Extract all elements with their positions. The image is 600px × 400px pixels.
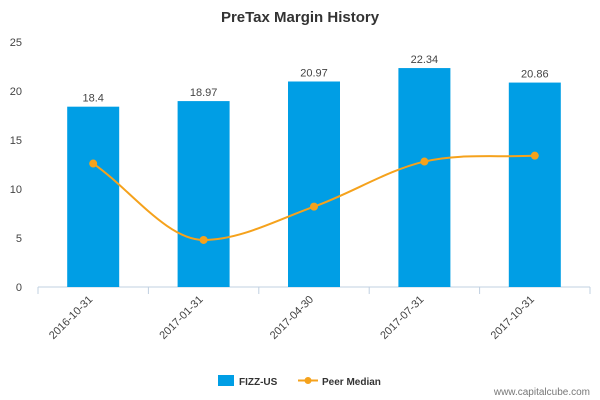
x-tick-label: 2016-10-31 bbox=[47, 294, 95, 342]
x-axis: 2016-10-31 2017-01-31 2017-04-30 2017-07-31… bbox=[37, 287, 591, 342]
x-tick-label: 2017-01-31 bbox=[157, 294, 205, 342]
bar bbox=[398, 68, 451, 288]
peer-median-point bbox=[420, 157, 429, 166]
y-tick-label: 25 bbox=[10, 37, 22, 49]
bar-data-label: 22.34 bbox=[411, 54, 439, 66]
peer-median-point bbox=[89, 159, 98, 168]
bar-series bbox=[67, 68, 561, 288]
legend-label-peer-median: Peer Median bbox=[322, 377, 381, 388]
peer-median-point bbox=[530, 151, 539, 160]
x-tick-label: 2017-04-30 bbox=[268, 294, 316, 342]
bar bbox=[508, 82, 561, 288]
peer-median-point bbox=[199, 235, 208, 244]
x-tick-label: 2017-07-31 bbox=[378, 294, 426, 342]
bar bbox=[67, 106, 120, 288]
legend: FIZZ-US Peer Median bbox=[218, 375, 381, 388]
x-tick-label: 2017-10-31 bbox=[489, 294, 537, 342]
bar bbox=[288, 81, 340, 287]
chart-title: PreTax Margin History bbox=[221, 9, 380, 26]
watermark: www.capitalcube.com bbox=[493, 387, 590, 398]
peer-median-series bbox=[89, 151, 539, 244]
y-axis: 0 5 10 15 20 25 bbox=[10, 37, 22, 294]
legend-label-fizz-us: FIZZ-US bbox=[239, 377, 278, 388]
bar-data-label: 18.97 bbox=[190, 87, 218, 99]
y-tick-label: 20 bbox=[10, 86, 22, 98]
legend-marker-peer-median bbox=[304, 377, 312, 384]
bar bbox=[177, 101, 230, 288]
peer-median-point bbox=[310, 202, 318, 211]
y-tick-label: 10 bbox=[10, 184, 22, 196]
y-tick-label: 5 bbox=[16, 233, 22, 245]
bar-data-label: 18.4 bbox=[82, 93, 103, 105]
legend-swatch-fizz-us bbox=[218, 375, 234, 386]
bar-data-label: 20.86 bbox=[521, 69, 549, 81]
y-tick-label: 0 bbox=[16, 282, 22, 294]
y-tick-label: 15 bbox=[10, 135, 22, 147]
bar-data-labels: 18.4 18.97 20.97 22.34 20.86 bbox=[82, 54, 548, 105]
bar-data-label: 20.97 bbox=[300, 67, 328, 79]
